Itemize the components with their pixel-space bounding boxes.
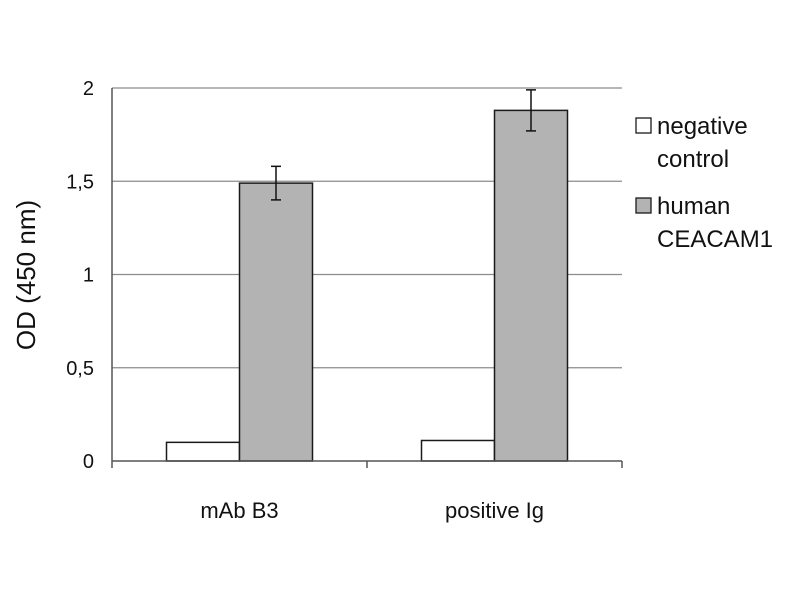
- y-tick-label: 1: [83, 265, 94, 287]
- bar-human-ceacam1-1: [238, 182, 314, 462]
- y-tick-label: 1,5: [66, 171, 94, 193]
- legend-swatch-human-ceacam1: [635, 197, 652, 214]
- y-tick-label: 0,5: [66, 358, 94, 380]
- legend-label: negative: [657, 113, 748, 140]
- legend-label: CEACAM1: [657, 226, 773, 253]
- x-category-label: mAb B3: [200, 498, 278, 523]
- y-axis-title: OD (450 nm): [11, 200, 41, 350]
- legend-label: control: [657, 146, 729, 173]
- axes: [111, 88, 623, 468]
- bars: [165, 109, 569, 462]
- legend: negative control human CEACAM1: [635, 113, 773, 253]
- bar-human-ceacam1-2: [493, 109, 569, 462]
- bar-negative-control-2: [420, 439, 496, 462]
- y-tick-label: 0: [83, 451, 94, 473]
- x-category-label: positive Ig: [445, 498, 544, 523]
- y-tick-labels: 0 0,5 1 1,5 2: [66, 78, 94, 473]
- x-category-labels: mAb B3 positive Ig: [200, 498, 544, 523]
- legend-label: human: [657, 193, 730, 220]
- error-bars: [271, 89, 536, 201]
- y-tick-label: 2: [83, 78, 94, 100]
- bar-negative-control-1: [165, 441, 241, 462]
- legend-swatch-negative-control: [635, 117, 652, 134]
